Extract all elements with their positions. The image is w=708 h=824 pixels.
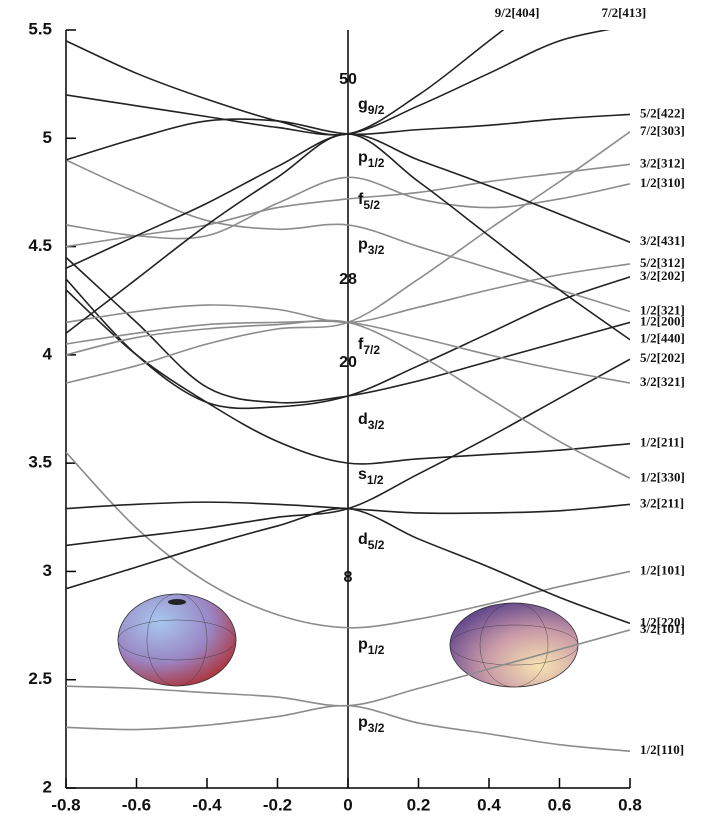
orbital-label: 3/2[431] (640, 233, 685, 248)
shell-j: 3/2 (368, 721, 385, 735)
y-tick-label: 5.5 (28, 19, 52, 38)
orbital-label: 1/2[220] (640, 614, 685, 629)
orbital-label: 5/2[202] (640, 350, 685, 365)
x-tick-label: 0.8 (618, 795, 642, 814)
orbital-label: 1/2[110] (640, 742, 684, 757)
orbital-label: 1/2[211] (640, 435, 684, 450)
shell-label: p3/2 (358, 714, 385, 735)
oblate-shape (118, 594, 236, 686)
shell-label: s1/2 (358, 466, 384, 487)
shell-label: g9/2 (358, 96, 385, 117)
y-tick-label: 5 (43, 128, 52, 147)
orbital-label: 3/2[321] (640, 374, 685, 389)
shell-label: p1/2 (358, 636, 385, 657)
shell-j: 1/2 (368, 156, 385, 170)
shell-orbital: d (358, 531, 368, 548)
y-tick-label: 2 (43, 777, 52, 796)
shell-label: f5/2 (358, 191, 380, 212)
orbital-label: 1/2[101] (640, 562, 685, 577)
y-tick-label: 4.5 (28, 236, 52, 255)
orbital-label: 9/2[404] (495, 5, 540, 20)
x-tick-label: 0.6 (548, 795, 572, 814)
x-tick-label: 0.2 (407, 795, 431, 814)
x-tick-label: -0.6 (122, 795, 151, 814)
shell-label: d5/2 (358, 531, 385, 552)
orbital-label: 1/2[321] (640, 303, 685, 318)
shell-j: 1/2 (368, 643, 385, 657)
shell-j: 3/2 (368, 418, 385, 432)
orbital-label: 1/2[440] (640, 331, 685, 346)
shell-orbital: d (358, 411, 368, 428)
shell-label: f7/2 (358, 336, 380, 357)
shell-orbital: p (358, 636, 368, 653)
orbital-label: 5/2[312] (640, 255, 685, 270)
shell-j: 5/2 (363, 198, 380, 212)
magic-number: 8 (344, 569, 353, 586)
orbital-label: 3/2[202] (640, 268, 685, 283)
shell-j: 1/2 (367, 473, 384, 487)
magic-number: 20 (339, 354, 357, 371)
orbital-label: 5/2[422] (640, 105, 685, 120)
chart: 2 2.5 3 3.5 4 4.5 5 5.5 -0.8 -0.6 -0.4 -0.2 0 0.2 0.4 0… (0, 0, 708, 824)
y-tick-label: 2.5 (28, 669, 52, 688)
shell-j: 9/2 (368, 103, 385, 117)
orbital-label: 1/2[330] (640, 469, 685, 484)
y-tick-label: 3 (43, 561, 52, 580)
orbital-label: 3/2[312] (640, 155, 685, 170)
shell-j: 5/2 (368, 538, 385, 552)
shell-orbital: s (358, 466, 367, 483)
shell-orbital: p (358, 149, 368, 166)
y-tick-label: 4 (43, 344, 53, 363)
x-tick-label: -0.2 (263, 795, 292, 814)
x-tick-label: -0.4 (192, 795, 222, 814)
orbital-label: 3/2[211] (640, 495, 684, 510)
orbital-label: 7/2[303] (640, 123, 685, 138)
magic-number: 28 (339, 271, 357, 288)
x-tick-label: 0.4 (477, 795, 501, 814)
orbital-label: 7/2[413] (601, 5, 646, 20)
shell-j: 7/2 (363, 343, 380, 357)
shell-orbital: g (358, 96, 368, 113)
shell-j: 3/2 (368, 243, 385, 257)
magic-number: 50 (339, 71, 357, 88)
shell-label: d3/2 (358, 411, 385, 432)
shell-label: p1/2 (358, 149, 385, 170)
x-tick-label: -0.8 (51, 795, 80, 814)
orbital-label: 1/2[310] (640, 175, 685, 190)
shell-label: p3/2 (358, 236, 385, 257)
shell-orbital: p (358, 236, 368, 253)
x-tick-label: 0 (343, 795, 352, 814)
shell-orbital: p (358, 714, 368, 731)
y-tick-label: 3.5 (28, 453, 52, 472)
